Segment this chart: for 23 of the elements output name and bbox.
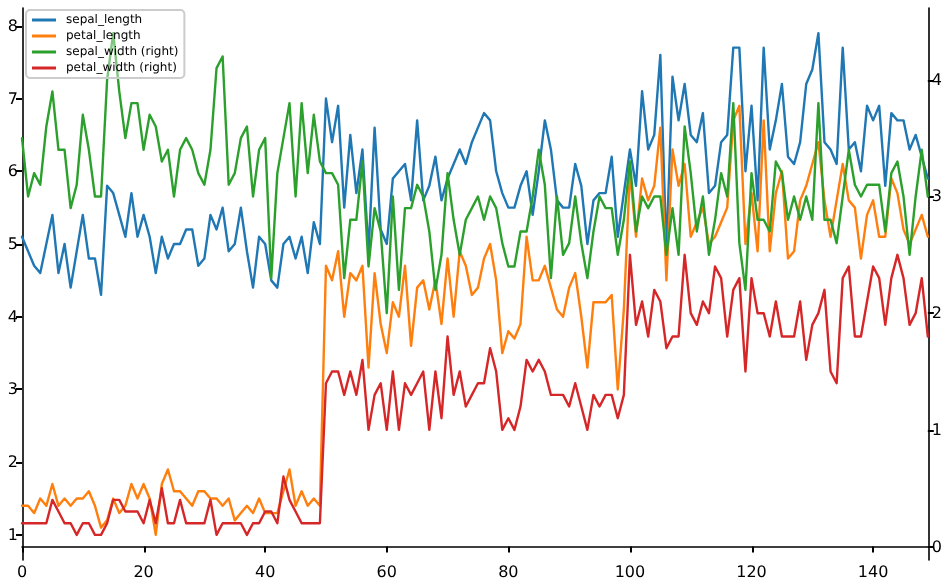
x-tick-label: 120 (736, 563, 767, 581)
y2-tick-label: 1 (931, 420, 943, 439)
line-series (20, 104, 930, 537)
y2-tick-label: 4 (931, 70, 943, 89)
x-tick-label: 80 (498, 563, 519, 581)
y2-tick-label: 2 (931, 304, 943, 323)
y-tick-label: 8 (7, 16, 18, 35)
y-tick-label: 4 (7, 307, 18, 326)
y-tick-label: 1 (7, 525, 18, 544)
x-tick-label: 100 (614, 563, 646, 581)
y-tick-label: 2 (7, 453, 18, 472)
y-tick-label: 7 (7, 89, 18, 108)
x-tick-label: 60 (376, 563, 397, 581)
y-tick-label: 5 (7, 235, 18, 253)
y-tick-label: 3 (7, 380, 18, 399)
line-series (20, 253, 930, 537)
y-tick-label: 6 (7, 162, 18, 181)
x-tick-label: 0 (16, 563, 28, 581)
x-tick-label: 140 (857, 563, 889, 581)
y2-tick-label: 0 (931, 537, 943, 556)
x-tick-label: 40 (254, 563, 276, 581)
y2-tick-label: 3 (931, 187, 943, 206)
x-tick-label: 20 (133, 563, 154, 581)
